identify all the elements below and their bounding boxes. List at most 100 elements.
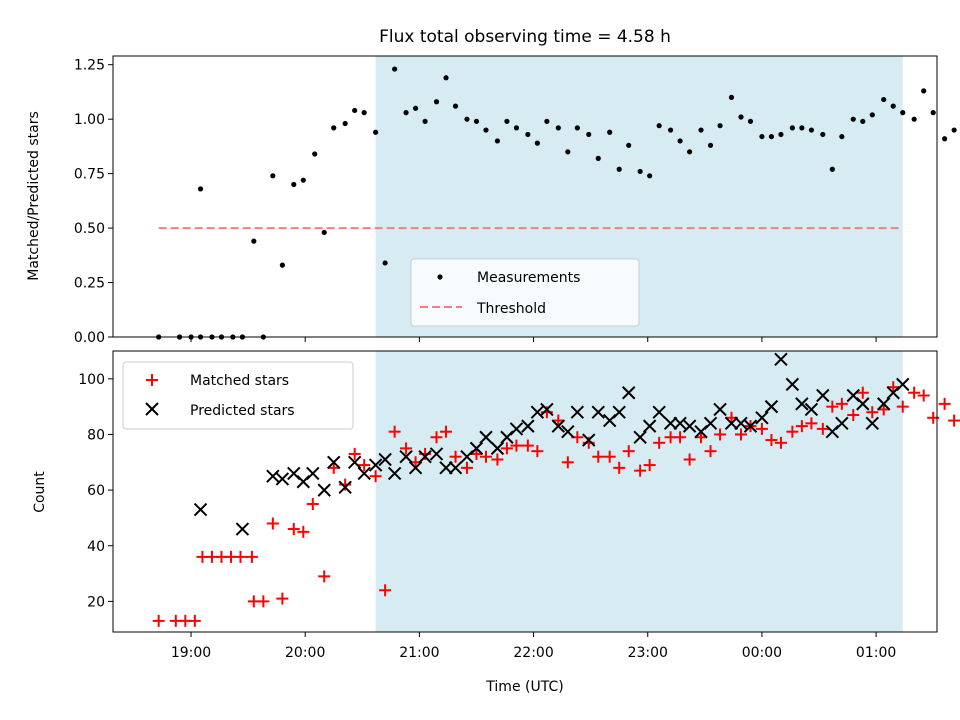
measurement-point bbox=[789, 125, 795, 131]
measurement-point bbox=[728, 94, 735, 100]
measurement-point bbox=[513, 125, 520, 131]
measurement-point bbox=[586, 131, 592, 138]
measurement-point bbox=[555, 125, 561, 131]
measurement-point bbox=[667, 127, 674, 133]
predicted-star-point bbox=[877, 397, 891, 411]
legend-measurements-label: Measurements bbox=[477, 270, 580, 286]
measurement-point bbox=[464, 116, 470, 122]
predicted-star-point bbox=[327, 455, 341, 469]
measurement-point bbox=[342, 120, 348, 127]
measurement-point bbox=[930, 110, 936, 116]
matched-star-point bbox=[318, 570, 331, 583]
measurement-point bbox=[860, 118, 866, 124]
predicted-star-point bbox=[235, 522, 250, 536]
predicted-star-point bbox=[743, 419, 758, 433]
measurement-point bbox=[504, 118, 510, 124]
predicted-star-point bbox=[399, 450, 413, 464]
predicted-star-point bbox=[582, 433, 596, 447]
measurement-point bbox=[443, 75, 449, 81]
y-tick-label: 100 bbox=[78, 372, 105, 388]
x-tick-label: 22:00 bbox=[513, 645, 553, 661]
predicted-star-point bbox=[418, 450, 432, 464]
predicted-star-point bbox=[317, 483, 331, 497]
predicted-star-point bbox=[193, 502, 208, 517]
y-tick-label: 80 bbox=[87, 427, 105, 443]
measurement-point bbox=[525, 131, 531, 138]
legend-predicted-label: Predicted stars bbox=[190, 403, 295, 419]
measurement-point bbox=[759, 133, 765, 140]
matched-star-point bbox=[188, 614, 201, 627]
predicted-star-point bbox=[633, 430, 647, 444]
measurement-point bbox=[839, 133, 845, 140]
matched-star-point bbox=[479, 450, 492, 463]
matched-star-point bbox=[866, 406, 879, 419]
top-legend-box bbox=[410, 258, 640, 327]
measurement-point bbox=[607, 129, 613, 135]
predicted-star-point bbox=[509, 422, 524, 436]
x-tick-label: 00:00 bbox=[742, 645, 782, 661]
predicted-star-point bbox=[591, 405, 605, 419]
bottom-panel-counts: 20 40 60 80 100 19:00 20:00 21:00 22:00 23:00 00:… bbox=[32, 350, 960, 695]
measurement-point bbox=[544, 118, 550, 124]
measurement-point bbox=[251, 238, 257, 244]
measurement-point bbox=[452, 103, 459, 109]
measurement-point bbox=[808, 127, 815, 133]
measurement-point bbox=[595, 155, 601, 161]
measurement-point bbox=[707, 142, 714, 148]
matched-star-point bbox=[674, 431, 687, 444]
predicted-star-point bbox=[816, 388, 830, 403]
bottom-panel-frame bbox=[112, 350, 938, 633]
matched-star-point bbox=[896, 400, 909, 413]
matched-star-point bbox=[938, 397, 951, 410]
measurement-point bbox=[799, 125, 805, 131]
measurement-point bbox=[890, 103, 896, 109]
matched-star-point bbox=[826, 400, 839, 413]
predicted-star-point bbox=[774, 352, 788, 367]
predicted-star-point bbox=[764, 399, 779, 414]
matched-star-point bbox=[765, 434, 778, 447]
predicted-star-point bbox=[673, 416, 687, 431]
y-tick-label: 20 bbox=[87, 594, 105, 610]
matched-star-point bbox=[152, 614, 165, 627]
matched-star-point bbox=[603, 450, 616, 463]
matched-star-point bbox=[877, 403, 890, 416]
measurement-point bbox=[473, 118, 480, 124]
matched-star-point bbox=[908, 386, 921, 399]
measurement-point bbox=[951, 127, 957, 133]
measurement-point bbox=[361, 110, 367, 116]
chart-title: Flux total observing time = 4.58 h bbox=[379, 27, 671, 47]
predicted-star-point bbox=[469, 441, 484, 456]
measurement-point bbox=[900, 110, 906, 116]
measurement-point bbox=[942, 136, 948, 142]
x-axis-label: Time (UTC) bbox=[485, 679, 563, 695]
predicted-star-point bbox=[429, 447, 444, 461]
matched-star-point bbox=[683, 453, 696, 466]
predicted-star-point bbox=[856, 397, 870, 411]
y-tick-label: 1.00 bbox=[74, 112, 105, 128]
measurement-point bbox=[738, 114, 744, 120]
predicted-star-point bbox=[561, 424, 575, 439]
predicted-star-point bbox=[804, 402, 819, 417]
measurement-point bbox=[921, 88, 927, 94]
y-tick-label: 0.50 bbox=[74, 221, 105, 237]
matched-star-point bbox=[704, 445, 717, 458]
predicted-star-point bbox=[551, 419, 566, 433]
matched-star-point bbox=[297, 525, 310, 538]
predicted-star-point bbox=[835, 416, 849, 431]
measurement-point bbox=[373, 129, 379, 135]
y-tick-label: 1.25 bbox=[74, 58, 105, 74]
top-panel-ratio: 0.00 0.25 0.50 0.75 1.00 1.25 Matched/Predict… bbox=[26, 55, 957, 346]
matched-star-point bbox=[805, 417, 818, 430]
matched-star-point bbox=[634, 464, 647, 477]
predicted-star-point bbox=[368, 458, 383, 472]
matched-star-point bbox=[379, 584, 392, 597]
top-y-axis-label: Matched/Predicted stars bbox=[26, 111, 42, 281]
top-panel-frame bbox=[112, 55, 938, 338]
matched-star-point bbox=[887, 381, 900, 394]
predicted-star-point bbox=[530, 405, 545, 419]
predicted-star-point bbox=[439, 461, 453, 475]
legend-predicted-marker bbox=[145, 402, 159, 416]
y-tick-label: 0.00 bbox=[74, 330, 105, 346]
predicted-star-point bbox=[724, 416, 739, 431]
